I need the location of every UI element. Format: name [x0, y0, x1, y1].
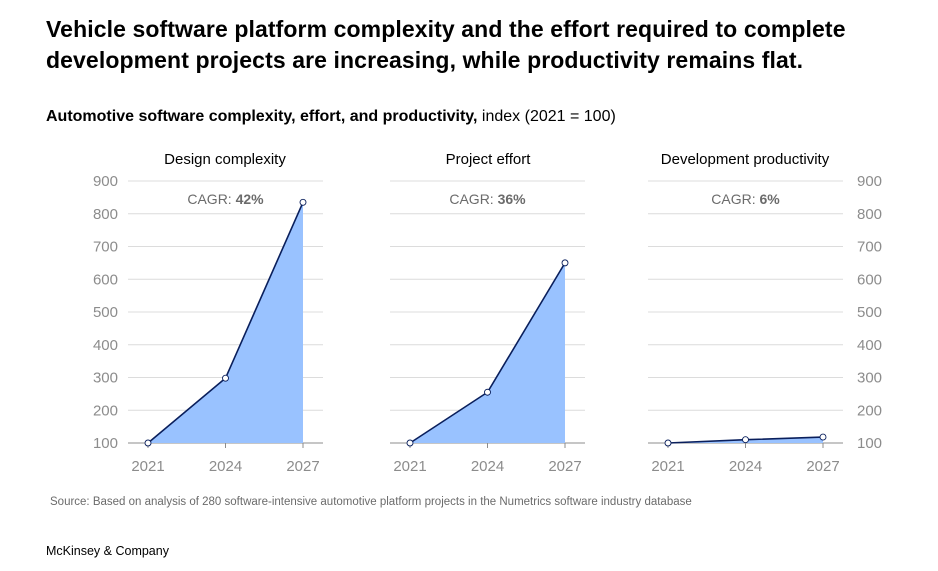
- y-tick-label: 900: [857, 173, 882, 190]
- area-fill: [410, 262, 565, 443]
- x-tick-label: 2021: [651, 458, 684, 475]
- chart-subtitle: Automotive software complexity, effort, …: [46, 106, 616, 128]
- x-tick-label: 2024: [471, 458, 504, 475]
- panel-title: Project effort: [446, 151, 532, 168]
- data-point: [561, 259, 569, 267]
- y-tick-label: 400: [857, 337, 882, 354]
- panel-title: Design complexity: [164, 151, 286, 168]
- y-tick-label: 300: [857, 370, 882, 387]
- y-tick-label: 200: [93, 402, 118, 419]
- brand-logo-text: McKinsey & Company: [46, 544, 169, 558]
- y-tick-label: 500: [857, 304, 882, 321]
- x-tick-label: 2024: [729, 458, 762, 475]
- area-fill: [148, 202, 303, 443]
- y-tick-label: 200: [857, 402, 882, 419]
- x-tick-label: 2024: [209, 458, 242, 475]
- y-tick-label: 100: [857, 435, 882, 452]
- data-point: [484, 388, 491, 396]
- subtitle-bold: Automotive software complexity, effort, …: [46, 108, 478, 125]
- data-point: [819, 433, 827, 441]
- y-tick-label: 400: [93, 337, 118, 354]
- data-point: [664, 439, 672, 447]
- panel-title: Development productivity: [661, 151, 830, 168]
- x-tick-label: 2027: [806, 458, 839, 475]
- y-tick-label: 800: [857, 206, 882, 223]
- source-note: Source: Based on analysis of 280 softwar…: [50, 496, 692, 508]
- headline: Vehicle software platform complexity and…: [46, 16, 846, 73]
- y-tick-label: 600: [93, 271, 118, 288]
- data-point: [222, 374, 229, 382]
- cagr-annotation: CAGR: 36%: [449, 191, 526, 207]
- x-tick-label: 2027: [548, 458, 581, 475]
- x-tick-label: 2027: [286, 458, 319, 475]
- subtitle-unit: index (2021 = 100): [481, 108, 616, 125]
- y-tick-label: 700: [857, 239, 882, 256]
- cagr-annotation: CAGR: 6%: [711, 191, 780, 207]
- cagr-annotation: CAGR: 42%: [187, 191, 264, 207]
- y-tick-label: 300: [93, 370, 118, 387]
- data-point: [144, 439, 152, 447]
- y-tick-label: 600: [857, 271, 882, 288]
- y-tick-label: 100: [93, 435, 118, 452]
- data-point: [742, 436, 749, 444]
- y-tick-label: 700: [93, 239, 118, 256]
- data-point: [406, 439, 414, 447]
- data-point: [299, 198, 307, 206]
- y-tick-label: 500: [93, 304, 118, 321]
- x-tick-label: 2021: [393, 458, 426, 475]
- y-tick-label: 900: [93, 173, 118, 190]
- x-tick-label: 2021: [131, 458, 164, 475]
- y-tick-label: 800: [93, 206, 118, 223]
